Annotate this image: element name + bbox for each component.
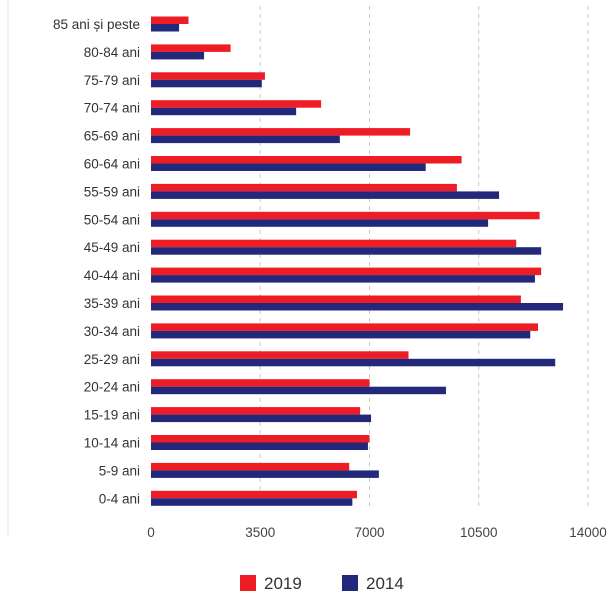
x-tick-label-10500: 10500 <box>460 525 498 540</box>
bar-2014-50-54-ani <box>151 219 489 227</box>
category-label-40-44-ani: 40-44 ani <box>84 268 140 283</box>
category-label-45-49-ani: 45-49 ani <box>84 240 140 255</box>
legend-swatch-2019 <box>240 575 256 591</box>
x-axis-tick-labels: 0 3500 7000 10500 14000 <box>147 525 607 540</box>
bar-2014-40-44-ani <box>151 275 535 283</box>
grid-lines <box>259 6 589 510</box>
category-label-0-4-ani: 0-4 ani <box>99 491 140 506</box>
category-label-60-64-ani: 60-64 ani <box>84 157 140 172</box>
category-label-75-79-ani: 75-79 ani <box>84 73 140 88</box>
bar-2019-25-29-ani <box>151 351 409 359</box>
bar-2014-55-59-ani <box>151 191 500 199</box>
bar-2014-80-84-ani <box>151 51 205 60</box>
category-label-80-84-ani: 80-84 ani <box>84 45 140 60</box>
category-label-50-54-ani: 50-54 ani <box>84 212 140 227</box>
category-label-25-29-ani: 25-29 ani <box>84 352 140 367</box>
category-label-10-14-ani: 10-14 ani <box>84 436 140 451</box>
category-label-65-69-ani: 65-69 ani <box>84 129 140 144</box>
category-label-5-9-ani: 5-9 ani <box>99 463 140 478</box>
bar-2019-45-49-ani <box>151 239 517 248</box>
bar-2019-65-69-ani <box>151 128 411 136</box>
bar-2019-20-24-ani <box>151 379 370 387</box>
legend-swatch-2014 <box>342 575 358 591</box>
category-label-20-24-ani: 20-24 ani <box>84 380 140 395</box>
bar-2019-5-9-ani <box>151 462 350 471</box>
x-tick-label-7000: 7000 <box>354 525 384 540</box>
bar-2014-10-14-ani <box>151 442 368 450</box>
category-label-15-19-ani: 15-19 ani <box>84 408 140 423</box>
category-label-55-59-ani: 55-59 ani <box>84 184 140 199</box>
bar-2014-35-39-ani <box>151 303 564 311</box>
bar-2019-35-39-ani <box>151 295 521 303</box>
category-label-70-74-ani: 70-74 ani <box>84 101 140 116</box>
x-tick-label-14000: 14000 <box>569 525 607 540</box>
bar-2014-70-74-ani <box>151 107 297 116</box>
bar-2014-25-29-ani <box>151 358 556 367</box>
legend-label-2014: 2014 <box>366 574 404 593</box>
bar-2019-40-44-ani <box>151 267 542 276</box>
bar-2014-45-49-ani <box>151 247 542 255</box>
category-label-85-ani-si-peste: 85 ani și peste <box>53 17 140 32</box>
category-label-35-39-ani: 35-39 ani <box>84 296 140 311</box>
bar-2014-60-64-ani <box>151 163 426 171</box>
bar-2014-20-24-ani <box>151 386 446 395</box>
legend-label-2019: 2019 <box>264 574 302 593</box>
bar-2019-50-54-ani <box>151 211 540 220</box>
bar-2019-85-ani-si-peste <box>151 16 189 24</box>
bar-2014-0-4-ani <box>151 498 353 506</box>
bar-2014-65-69-ani <box>151 135 340 144</box>
bars-group <box>151 16 564 506</box>
bar-2014-30-34-ani <box>151 330 531 339</box>
x-tick-label-3500: 3500 <box>245 525 275 540</box>
legend: 2019 2014 <box>240 574 404 593</box>
bar-2019-70-74-ani <box>151 100 322 108</box>
bar-2014-15-19-ani <box>151 414 372 423</box>
bar-2019-15-19-ani <box>151 407 361 415</box>
category-labels: 85 ani și peste 80-84 ani 75-79 ani 70-74 a… <box>53 17 140 506</box>
bar-2019-75-79-ani <box>151 72 265 80</box>
x-tick-label-0: 0 <box>147 525 155 540</box>
bar-2019-60-64-ani <box>151 156 462 164</box>
bar-2014-85-ani-si-peste <box>151 24 180 32</box>
bar-2019-80-84-ani <box>151 44 231 52</box>
bar-2014-5-9-ani <box>151 470 379 478</box>
bar-2019-10-14-ani <box>151 435 370 443</box>
bar-2014-75-79-ani <box>151 79 262 88</box>
bar-2019-30-34-ani <box>151 323 539 331</box>
category-label-30-34-ani: 30-34 ani <box>84 324 140 339</box>
bar-2019-0-4-ani <box>151 490 358 499</box>
bar-2019-55-59-ani <box>151 183 457 192</box>
